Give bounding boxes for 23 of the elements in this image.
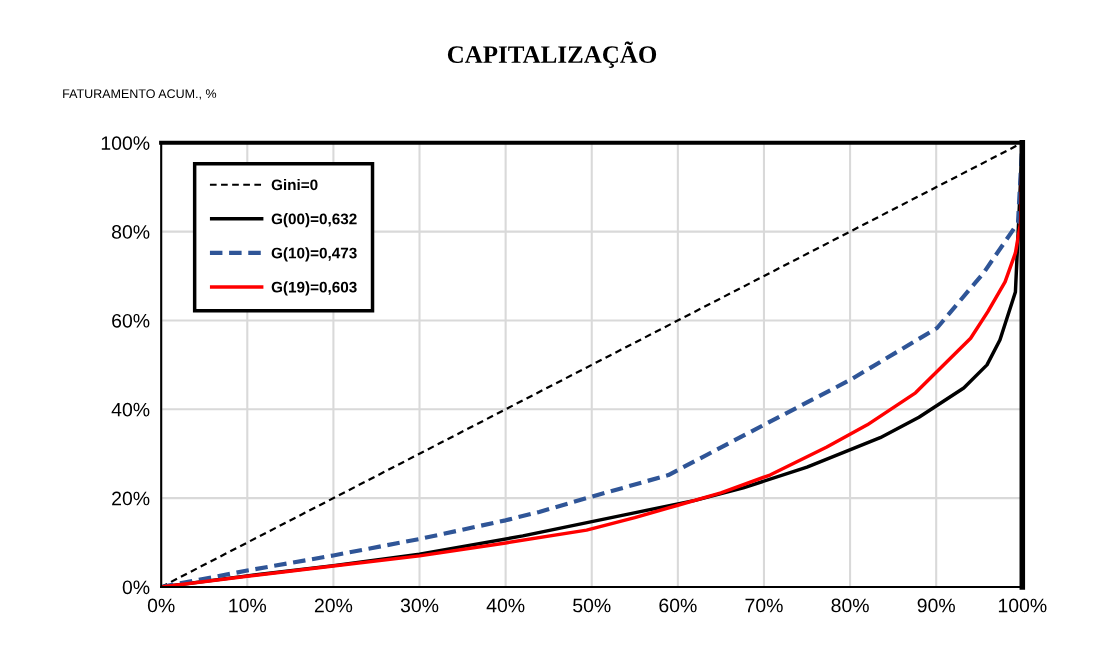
y-tick-label: 0% — [122, 580, 150, 595]
legend-label: Gini=0 — [271, 179, 318, 191]
legend-label: G(00)=0,632 — [271, 213, 357, 228]
y-axis-title: FATURAMENTO ACUM., % — [63, 89, 217, 100]
x-tick-label: 100% — [998, 598, 1047, 613]
x-tick-label: 80% — [831, 598, 869, 613]
x-tick-label: 50% — [573, 598, 611, 613]
y-tick-label: 40% — [111, 402, 150, 417]
x-tick-label: 20% — [314, 598, 353, 613]
y-tick-label: 80% — [112, 225, 150, 239]
legend-label: G(10)=0,473 — [271, 247, 357, 262]
y-tick-label: 100% — [101, 136, 150, 151]
x-tick-label: 30% — [400, 598, 439, 613]
y-tick-label: 20% — [112, 491, 150, 506]
legend-label: G(19)=0,603 — [271, 281, 357, 296]
x-tick-label: 0% — [147, 598, 175, 613]
x-tick-label: 70% — [745, 598, 783, 613]
chart-title: CAPITALIZAÇÃO — [447, 41, 657, 68]
x-tick-label: 60% — [659, 598, 697, 613]
x-tick-label: 90% — [917, 598, 955, 613]
x-tick-label: 40% — [486, 598, 525, 613]
y-tick-label: 60% — [112, 313, 150, 328]
x-tick-label: 10% — [229, 598, 267, 613]
